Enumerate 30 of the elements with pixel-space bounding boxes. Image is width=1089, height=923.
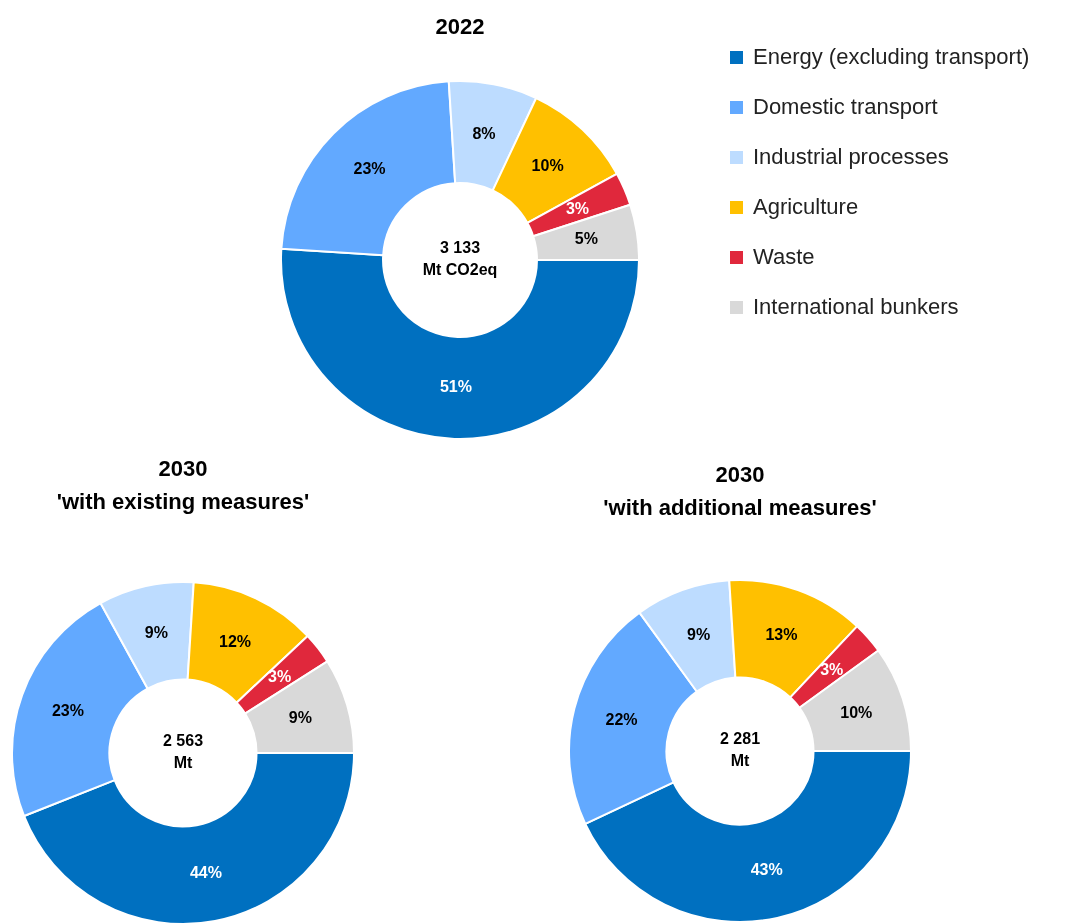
data-label: 10% [531,157,564,175]
data-label: 10% [840,703,873,721]
data-label: 5% [574,230,598,248]
data-label: 3% [565,199,590,217]
data-label: 9% [144,624,168,642]
legend-label: Agriculture [752,193,860,221]
legend-label: International bunkers [752,293,960,321]
data-label: 8% [472,124,496,142]
data-label: 23% [353,159,386,177]
chart-title: 2030 'with existing measures' [55,455,311,516]
chart-title: 2030 'with additional measures' [602,461,878,522]
data-label: 9% [687,626,711,644]
data-label: 9% [288,709,312,727]
legend-label: Industrial processes [752,143,950,171]
legend-label: Energy (excluding transport) [752,43,1030,71]
data-label: 44% [189,863,222,881]
data-label: 13% [765,626,798,644]
text: 2 281 Mt [719,730,761,770]
data-label: 23% [51,701,84,719]
data-label: 51% [439,378,472,396]
data-label: 12% [219,632,252,650]
text: 2 563 Mt [162,732,204,772]
data-label: 3% [268,668,292,686]
data-label: 22% [605,711,638,728]
data-label: 3% [820,660,844,678]
data-label: 43% [750,860,783,878]
legend-label: Waste [752,243,816,271]
text: 3 133 Mt CO2eq [422,239,498,279]
legend-label: Domestic transport [752,93,939,121]
chart-title: 2022 [434,13,486,41]
